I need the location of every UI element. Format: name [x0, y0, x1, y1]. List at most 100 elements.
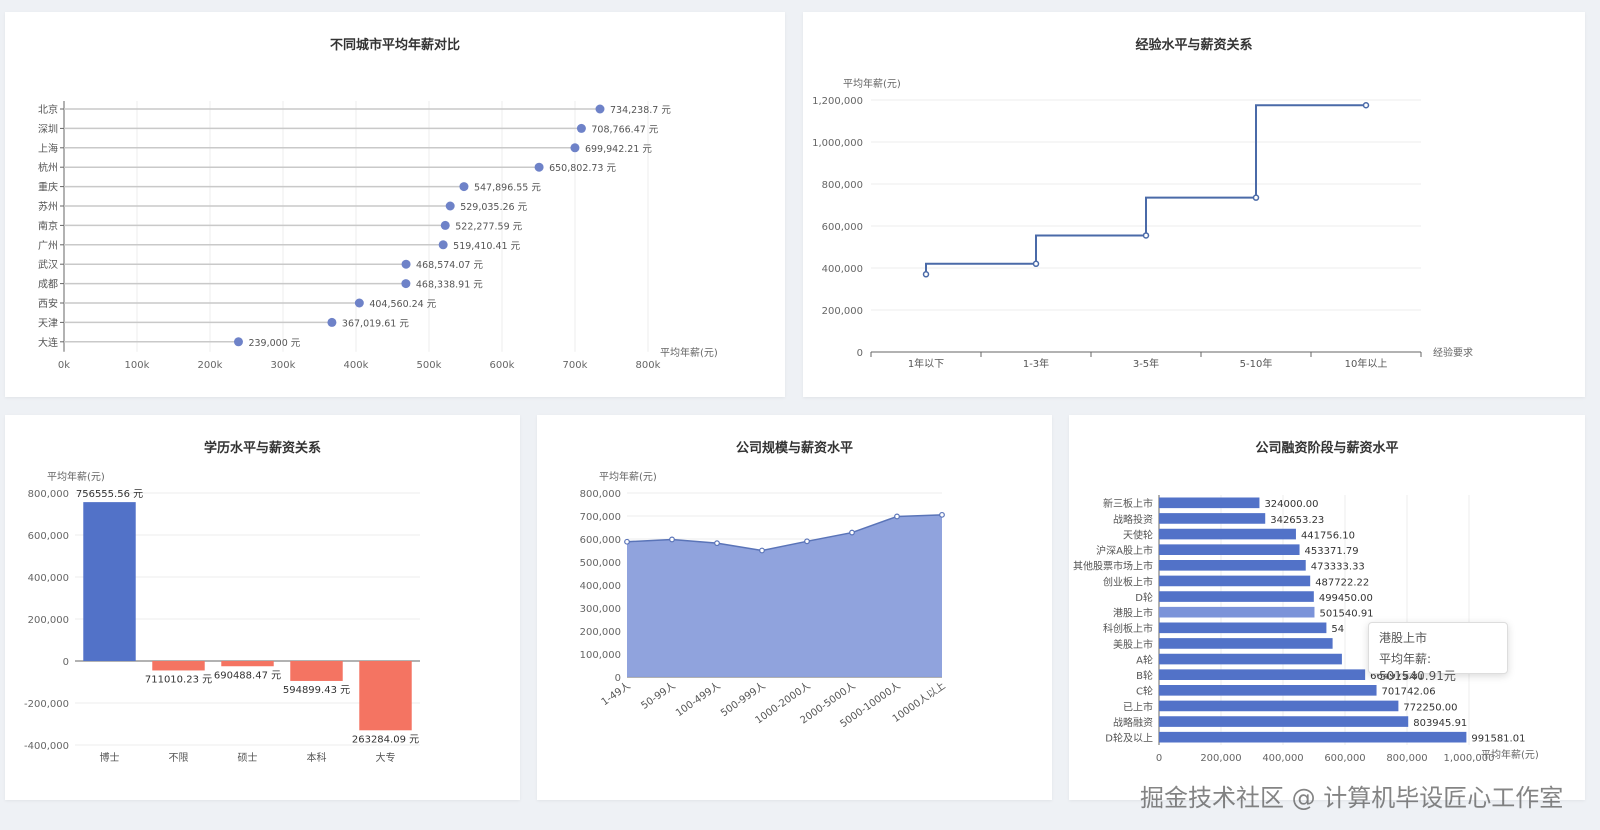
company-size-card: 公司规模与薪资水平 平均年薪(元) 0 100,000 200,000 300,000 4…	[537, 415, 1052, 800]
y-tick-label: 0	[857, 348, 863, 359]
y-tick-label: 杭州	[38, 161, 58, 174]
chart-tooltip: 港股上市 平均年薪: 501540.91元	[1368, 622, 1508, 683]
y-tick-label: 南京	[38, 219, 58, 232]
data-label: 263284.09 元	[352, 734, 419, 745]
y-axis-label: 平均年薪(元)	[843, 77, 901, 90]
y-tick-label: 400,000	[28, 573, 69, 584]
y-tick-label: 600,000	[580, 535, 621, 546]
lollipop-point	[233, 337, 243, 347]
data-label: 468,574.07 元	[416, 260, 483, 271]
bar	[1159, 622, 1327, 634]
y-tick-label: 200,000	[580, 627, 621, 638]
tooltip-value: 平均年薪: 501540.91元	[1379, 652, 1456, 683]
bar	[83, 502, 136, 661]
education-salary-chart: 平均年薪(元) -400,000 -200,000 0 200,000 400,000 60…	[24, 470, 420, 764]
lollipop-point	[576, 123, 586, 133]
lollipop-point	[401, 279, 411, 289]
x-axis-label: 经验要求	[1433, 346, 1473, 359]
lollipop-point	[438, 240, 448, 250]
bar	[1159, 606, 1315, 618]
bar	[1159, 669, 1366, 680]
line-point	[894, 513, 900, 520]
step-line	[925, 104, 1366, 275]
line-point	[759, 547, 765, 554]
data-label: 468,338.91 元	[416, 280, 483, 291]
lollipop-point	[570, 143, 580, 153]
bar	[1159, 653, 1342, 665]
bar	[221, 661, 274, 667]
y-tick-label: A轮	[1136, 653, 1153, 666]
data-label: 404,560.24 元	[369, 299, 436, 310]
bar	[1159, 731, 1467, 743]
line-point	[1362, 102, 1370, 109]
x-tick-label: 400,000	[1262, 753, 1303, 764]
y-tick-label: 上海	[38, 142, 58, 155]
lollipop-point	[534, 162, 544, 172]
data-label: 701742.06	[1382, 687, 1436, 698]
x-tick-label: 博士	[100, 751, 120, 764]
financing-stage-card: 公司融资阶段与薪资水平 0 200,000 400,000 600,000 800,00…	[1069, 415, 1585, 800]
tooltip-title: 港股上市	[1379, 631, 1428, 645]
y-tick-label: 600,000	[28, 531, 69, 542]
y-tick-label: 400,000	[580, 581, 621, 592]
x-tick-label: 0	[1156, 753, 1162, 764]
y-tick-label: 800,000	[580, 489, 621, 500]
data-label: 699,942.21 元	[585, 144, 652, 155]
lollipop-point	[595, 104, 605, 114]
y-tick-label: 200,000	[28, 615, 69, 626]
y-axis-label: 平均年薪(元)	[599, 470, 657, 483]
y-tick-label: D轮及以上	[1105, 732, 1153, 745]
bar	[1159, 497, 1260, 509]
bar	[1159, 560, 1306, 571]
bar	[1159, 716, 1409, 727]
bar	[290, 661, 343, 681]
data-label: 367,019.61 元	[342, 318, 409, 329]
data-label: 487722.22	[1315, 577, 1369, 588]
data-label: 594899.43 元	[283, 685, 350, 696]
y-tick-label: D轮	[1135, 591, 1153, 604]
area-line	[626, 514, 943, 552]
data-label: 803945.91	[1413, 718, 1467, 729]
y-tick-label: 北京	[38, 103, 58, 116]
x-tick-label: 200,000	[1200, 753, 1241, 764]
x-tick-label: 100-499人	[673, 680, 722, 720]
data-label: 324000.00	[1264, 499, 1318, 510]
line-point	[939, 511, 945, 518]
x-axis-label: 平均年薪(元)	[1481, 748, 1539, 761]
data-label: 708,766.47 元	[591, 124, 658, 135]
line-point	[804, 538, 810, 545]
data-label: 441756.10	[1301, 530, 1355, 541]
y-tick-label: 0	[63, 657, 69, 668]
x-tick-label: 300k	[271, 360, 296, 371]
y-tick-label: 武汉	[38, 258, 58, 271]
line-point	[669, 536, 675, 543]
data-label: 239,000 元	[248, 338, 300, 349]
x-tick-label: 0k	[58, 360, 70, 371]
y-tick-label: 0	[615, 673, 621, 684]
y-tick-label: 已上市	[1123, 700, 1153, 713]
bar	[1159, 575, 1311, 587]
line-point	[1032, 260, 1040, 268]
data-label: 529,035.26 元	[460, 202, 527, 213]
x-tick-label: 100k	[125, 360, 150, 371]
data-label: 711010.23 元	[145, 674, 212, 685]
chart-title: 经验水平与薪资关系	[1135, 38, 1253, 53]
bar	[152, 661, 205, 671]
x-tick-label: 50-99人	[639, 680, 678, 712]
x-tick-label: 5-10年	[1240, 357, 1273, 370]
company-size-chart: 平均年薪(元) 0 100,000 200,000 300,000 400,000 500,…	[580, 470, 948, 730]
x-tick-label: 硕士	[238, 751, 258, 764]
x-tick-label: 400k	[344, 360, 369, 371]
y-tick-label: 天使轮	[1123, 528, 1153, 541]
education-salary-card: 学历水平与薪资关系 平均年薪(元) -400,000 -200,000 0 200,00…	[5, 415, 520, 800]
y-tick-label: 成都	[38, 279, 58, 291]
chart-title: 不同城市平均年薪对比	[329, 38, 460, 53]
y-axis-label: 平均年薪(元)	[47, 470, 105, 483]
chart-title: 公司融资阶段与薪资水平	[1255, 441, 1399, 456]
y-tick-label: 苏州	[38, 200, 58, 213]
x-tick-label: 500k	[417, 360, 442, 371]
y-tick-label: 300,000	[580, 604, 621, 615]
experience-salary-card: 经验水平与薪资关系 平均年薪(元) 0 200,000 400,000 600,000 8…	[803, 12, 1585, 397]
bar	[1159, 700, 1399, 712]
watermark: 掘金技术社区 @ 计算机毕设匠心工作室	[1140, 784, 1564, 812]
